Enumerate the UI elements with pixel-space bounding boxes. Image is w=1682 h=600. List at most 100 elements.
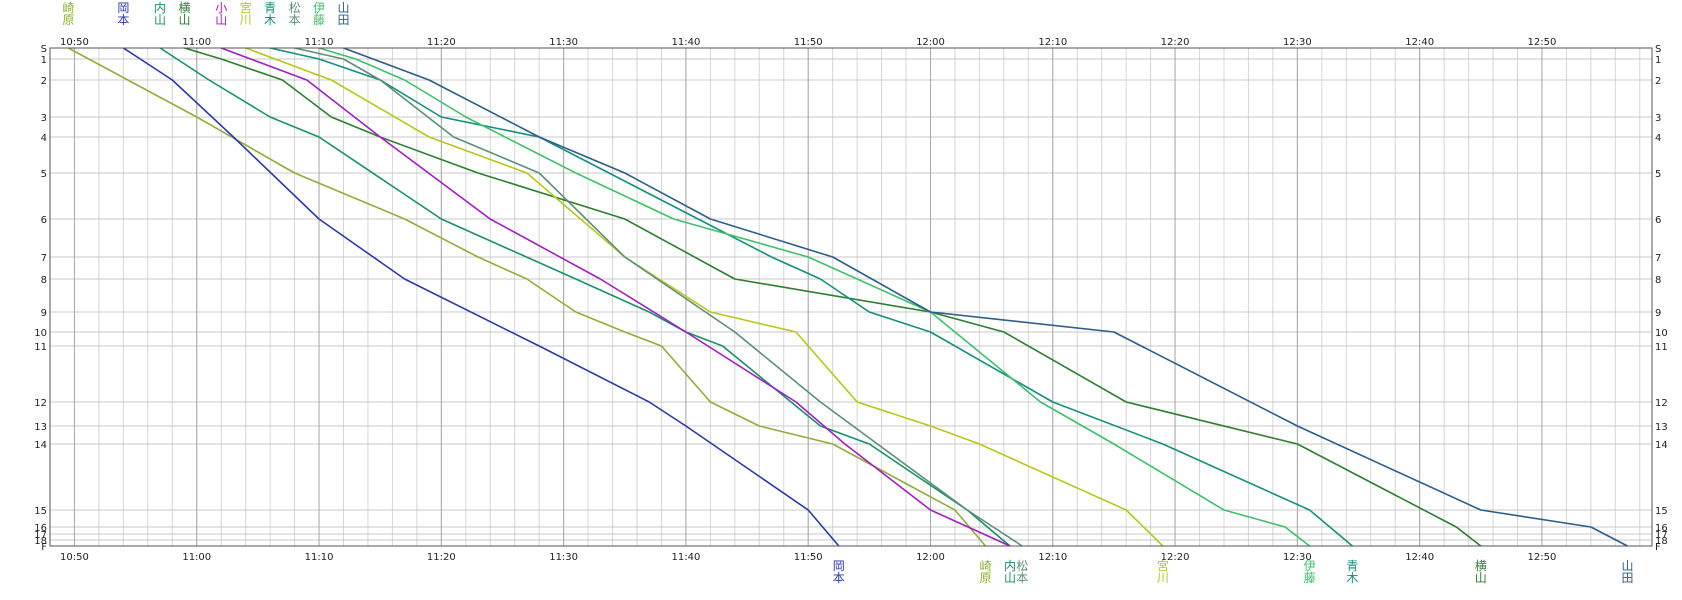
x-tick-label: 12:20 — [1161, 552, 1190, 563]
start-label-青木: 青木 — [264, 1, 276, 27]
major-gridlines — [73, 48, 1543, 546]
x-tick-label: 11:10 — [305, 37, 334, 48]
x-tick-label: 11:20 — [427, 552, 456, 563]
station-label: 4 — [1655, 133, 1661, 144]
station-label: 10 — [34, 328, 47, 339]
x-tick-label: 11:30 — [549, 552, 578, 563]
station-label: S — [1655, 44, 1661, 55]
runner-lines — [67, 47, 1628, 547]
x-tick-label: 11:00 — [182, 552, 211, 563]
station-label: S — [41, 44, 47, 55]
station-label: 3 — [1655, 113, 1661, 124]
station-label: 11 — [1655, 342, 1668, 353]
station-label: 13 — [34, 422, 47, 433]
start-label-小山: 小山 — [215, 1, 227, 27]
x-tick-label: 12:50 — [1528, 37, 1557, 48]
x-tick-label: 11:50 — [794, 552, 823, 563]
series-line-山田 — [343, 47, 1628, 547]
station-label: 18 — [34, 536, 47, 547]
station-label: 2 — [41, 76, 47, 87]
x-tick-label: 12:20 — [1161, 37, 1190, 48]
station-label: 1 — [41, 55, 47, 66]
station-label: 7 — [41, 253, 47, 264]
station-label: 7 — [1655, 253, 1661, 264]
series-line-崎原 — [67, 47, 987, 547]
station-label: 13 — [1655, 422, 1668, 433]
station-label: 3 — [41, 113, 47, 124]
start-label-内山: 内山 — [154, 1, 166, 27]
x-tick-label: 12:10 — [1038, 37, 1067, 48]
series-line-内山 — [159, 47, 1011, 547]
x-tick-label: 12:40 — [1405, 37, 1434, 48]
finish-label-岡本: 岡本 — [833, 559, 845, 585]
x-tick-label: 12:40 — [1405, 552, 1434, 563]
station-label: 10 — [1655, 328, 1668, 339]
x-tick-label: 11:40 — [671, 552, 700, 563]
series-line-伊藤 — [318, 47, 1311, 547]
finish-label-松本: 松本 — [1016, 559, 1028, 585]
finish-label-青木: 青木 — [1346, 559, 1358, 585]
station-label: 8 — [41, 275, 47, 286]
start-label-崎原: 崎原 — [62, 1, 74, 27]
finish-label-宮川: 宮川 — [1157, 558, 1169, 585]
station-label: 6 — [1655, 215, 1661, 226]
x-tick-label: 12:00 — [916, 552, 945, 563]
station-label: 5 — [1655, 169, 1661, 180]
series-line-小山 — [220, 47, 1011, 547]
station-label: 1 — [1655, 55, 1661, 66]
x-tick-label: 12:30 — [1283, 552, 1312, 563]
series-line-青木 — [269, 47, 1353, 547]
station-label: 12 — [34, 398, 47, 409]
start-label-岡本: 岡本 — [117, 1, 129, 27]
station-label: 4 — [41, 133, 47, 144]
station-label: 6 — [41, 215, 47, 226]
x-tick-label: 12:00 — [916, 37, 945, 48]
series-line-松本 — [294, 47, 1023, 547]
station-label: 16 — [1655, 523, 1668, 534]
station-label: 11 — [34, 342, 47, 353]
station-label: 12 — [1655, 398, 1668, 409]
station-label: 18 — [1655, 536, 1668, 547]
x-tick-label: 11:50 — [794, 37, 823, 48]
station-label: 17 — [34, 530, 47, 541]
x-tick-label: 12:30 — [1283, 37, 1312, 48]
x-tick-labels-top: 10:50 11:00 11:10 11:20 11:30 11:40 11:50 12:00… — [60, 37, 1556, 48]
runner-finish-labels: 崎原 岡本 内山 横山 宮川 青木 松本 伊藤 山田 — [833, 558, 1634, 585]
x-tick-label: 11:10 — [305, 552, 334, 563]
x-tick-label: 11:40 — [671, 37, 700, 48]
series-line-宮川 — [245, 47, 1164, 547]
start-label-山田: 山田 — [337, 1, 349, 27]
station-label: 8 — [1655, 275, 1661, 286]
station-label: F — [41, 542, 47, 553]
start-label-伊藤: 伊藤 — [313, 1, 325, 27]
x-tick-label: 10:50 — [60, 37, 89, 48]
finish-label-崎原: 崎原 — [980, 559, 992, 585]
start-label-宮川: 宮川 — [240, 0, 252, 27]
station-label: 9 — [41, 308, 47, 319]
station-label: 15 — [1655, 506, 1668, 517]
station-label: 14 — [34, 440, 47, 451]
start-label-横山: 横山 — [179, 1, 191, 27]
station-label: 16 — [34, 523, 47, 534]
station-label: 9 — [1655, 308, 1661, 319]
finish-label-内山: 内山 — [1004, 559, 1016, 585]
station-label: F — [1655, 542, 1661, 553]
finish-label-伊藤: 伊藤 — [1304, 559, 1316, 585]
x-tick-label: 12:50 — [1528, 552, 1557, 563]
station-label: 15 — [34, 506, 47, 517]
plot-background — [50, 48, 1652, 546]
x-tick-label: 11:00 — [182, 37, 211, 48]
x-tick-label: 10:50 — [60, 552, 89, 563]
finish-label-山田: 山田 — [1622, 559, 1634, 585]
series-line-横山 — [184, 47, 1482, 547]
x-tick-labels-bottom: 10:50 11:00 11:10 11:20 11:30 11:40 11:50 12:00… — [60, 552, 1556, 563]
x-tick-label: 11:20 — [427, 37, 456, 48]
station-label: 17 — [1655, 530, 1668, 541]
finish-label-横山: 横山 — [1475, 559, 1487, 585]
station-label: 2 — [1655, 76, 1661, 87]
station-label: 5 — [41, 169, 47, 180]
